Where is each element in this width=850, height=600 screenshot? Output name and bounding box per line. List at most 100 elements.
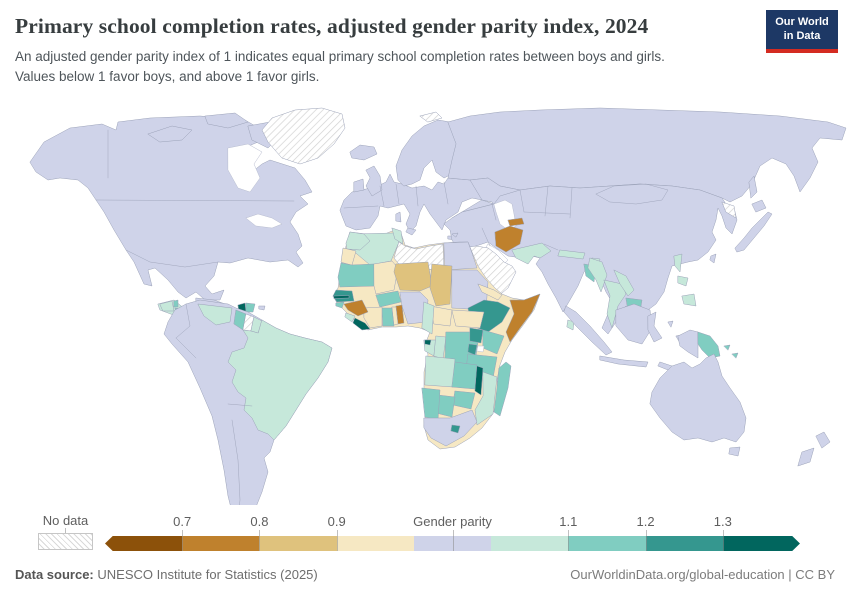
subtitle: An adjusted gender parity index of 1 ind… [15, 49, 665, 85]
region-belize[interactable] [173, 299, 179, 308]
region-south-africa[interactable] [423, 409, 478, 447]
region-new-zealand[interactable] [815, 431, 831, 449]
region-liberia[interactable] [352, 317, 371, 331]
region-taiwan[interactable] [709, 253, 717, 264]
region-eritrea[interactable] [477, 283, 503, 301]
region-venezuela[interactable] [197, 303, 233, 326]
legend-bin-b9[interactable] [722, 536, 800, 551]
legend-bin-b4[interactable] [336, 536, 414, 551]
region-sakhalin[interactable] [748, 175, 758, 199]
region-united-kingdom[interactable] [365, 165, 383, 197]
region-papua-new-guinea[interactable] [697, 331, 721, 359]
legend-bin-b5[interactable] [413, 536, 492, 551]
region-arctic-islands[interactable] [204, 112, 249, 129]
region-uganda[interactable] [469, 327, 484, 344]
region-sierra-leone[interactable] [344, 312, 356, 323]
region-svalbard[interactable] [419, 111, 443, 123]
region-western-sahara[interactable] [340, 247, 357, 266]
region-north-korea[interactable] [721, 201, 737, 219]
legend-tick [259, 530, 261, 551]
andes-borders [175, 303, 253, 519]
legend-label: Gender parity [413, 514, 492, 529]
region-ivory-coast[interactable] [363, 306, 383, 329]
legend-bin-b8[interactable] [645, 536, 723, 551]
chart-header: Primary school completion rates, adjuste… [0, 0, 850, 88]
legend-tick [336, 530, 338, 551]
legend-bin-b6[interactable] [491, 536, 569, 551]
world-map-svg [29, 107, 847, 525]
region-malawi[interactable] [474, 365, 484, 396]
region-gambia[interactable] [333, 295, 350, 299]
region-australia[interactable] [649, 353, 747, 443]
region-lesotho[interactable] [450, 424, 461, 434]
region-mauritania[interactable] [337, 262, 377, 288]
region-philippines[interactable] [673, 253, 683, 273]
region-madagascar[interactable] [493, 361, 512, 417]
region-new-zealand[interactable] [797, 447, 815, 467]
region-japan[interactable] [734, 211, 773, 253]
map-legend: No data 0.7 0.8 0.9 Gender parity 1.1 1.2 1.3 [0, 513, 850, 559]
region-philippines[interactable] [681, 293, 697, 307]
region-kenya[interactable] [482, 329, 505, 355]
legend-color-bar [105, 536, 800, 551]
legend-bin-b7[interactable] [568, 536, 646, 551]
region-guinea-bissau[interactable] [335, 301, 345, 309]
region-libya[interactable] [393, 241, 445, 271]
region-equatorial-guinea[interactable] [424, 339, 432, 346]
region-ghana[interactable] [381, 307, 395, 327]
page-title: Primary school completion rates, adjuste… [15, 14, 649, 38]
region-burkina-faso[interactable] [375, 290, 402, 308]
region-sicily[interactable] [405, 227, 417, 236]
region-mali[interactable] [373, 260, 399, 295]
legend-label: 0.9 [327, 514, 346, 529]
region-tajikistan[interactable] [507, 217, 525, 227]
region-myanmar[interactable] [587, 257, 608, 293]
legend-label: 1.1 [559, 514, 578, 529]
region-puerto-rico[interactable] [258, 305, 266, 311]
legend-bin-b2[interactable] [182, 536, 260, 551]
region-greenland[interactable] [261, 107, 346, 165]
region-niger[interactable] [393, 261, 433, 292]
region-moluccas[interactable] [667, 320, 674, 328]
region-java[interactable] [599, 355, 649, 368]
region-south-sudan[interactable] [451, 309, 485, 329]
region-somalia[interactable] [505, 293, 541, 343]
region-laos[interactable] [613, 269, 635, 297]
region-mozambique[interactable] [474, 371, 498, 426]
legend-bin-b1[interactable] [105, 536, 183, 551]
region-guinea[interactable] [343, 299, 369, 317]
region-chad[interactable] [429, 263, 453, 307]
region-west-papua[interactable] [677, 329, 699, 359]
region-guatemala[interactable] [159, 300, 175, 312]
region-cameroon[interactable] [421, 301, 435, 335]
legend-label: 1.3 [713, 514, 732, 529]
legend-bin-b3[interactable] [259, 536, 337, 551]
region-iceland[interactable] [349, 144, 378, 161]
region-solomon-islands[interactable] [723, 344, 731, 351]
region-namibia[interactable] [421, 387, 441, 421]
region-philippines[interactable] [677, 275, 689, 287]
region-dominican-republic[interactable] [245, 302, 256, 313]
region-pakistan[interactable] [511, 242, 552, 265]
region-sumatra[interactable] [563, 305, 613, 356]
region-arctic-islands[interactable] [147, 125, 193, 143]
region-nepal[interactable] [557, 249, 586, 260]
owid-logo[interactable]: Our World in Data [766, 10, 838, 53]
region-sudan[interactable] [451, 269, 489, 311]
region-sulawesi[interactable] [647, 311, 663, 343]
owid-credit-link[interactable]: OurWorldinData.org/global-education | CC… [570, 567, 835, 582]
region-solomon-islands[interactable] [731, 352, 739, 359]
no-data-swatch[interactable] [38, 533, 93, 550]
europe-borders [343, 181, 449, 209]
region-angola[interactable] [424, 355, 456, 388]
region-zambia[interactable] [451, 361, 478, 390]
region-cyprus[interactable] [451, 232, 459, 238]
region-japan-hokkaido[interactable] [751, 199, 767, 213]
owid-logo-line2: in Data [783, 29, 821, 42]
region-borneo[interactable] [615, 303, 653, 345]
region-brazil[interactable] [227, 319, 333, 441]
region-ireland[interactable] [353, 178, 365, 193]
region-sardinia[interactable] [395, 211, 402, 223]
region-tasmania[interactable] [728, 446, 741, 457]
region-tunisia[interactable] [391, 227, 404, 245]
